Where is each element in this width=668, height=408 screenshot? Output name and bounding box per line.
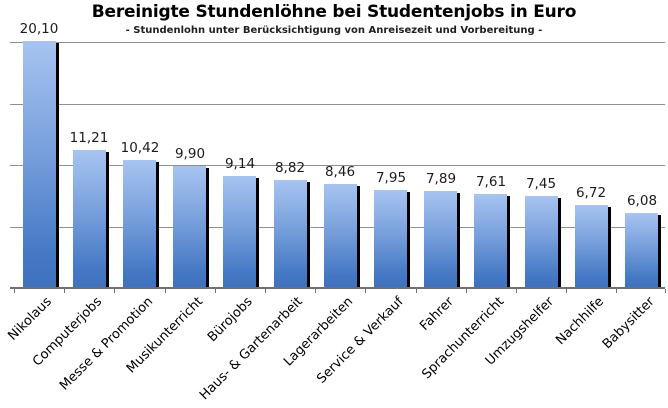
axis-tick: [114, 289, 115, 293]
category-label-text: Nachhilfe: [553, 294, 607, 349]
x-axis-line: [10, 287, 665, 289]
axis-tick: [665, 289, 666, 293]
value-label: 8,82: [274, 160, 306, 176]
value-label: 7,61: [475, 174, 507, 190]
bar: [424, 191, 460, 288]
bar: [274, 180, 310, 288]
category-label-text: Nikolaus: [5, 294, 55, 344]
value-label: 9,90: [174, 146, 206, 162]
value-label: 7,89: [425, 171, 457, 187]
bar: [625, 213, 661, 288]
axis-tick: [265, 289, 266, 293]
axis-tick: [215, 289, 216, 293]
axis-tick: [14, 289, 15, 293]
category-label-text: Service & Verkauf: [314, 294, 407, 387]
gridline: [10, 165, 665, 166]
axis-tick: [165, 289, 166, 293]
bar: [123, 160, 159, 288]
value-label: 11,21: [69, 130, 109, 146]
category-label-text: Bürojobs: [205, 294, 256, 346]
bar: [374, 190, 410, 288]
chart-subtitle: - Stundenlohn unter Berücksichtigung von…: [125, 25, 543, 36]
axis-tick: [516, 289, 517, 293]
value-label: 6,08: [626, 193, 658, 209]
gridline: [10, 104, 665, 105]
axis-tick: [365, 289, 366, 293]
axis-tick: [466, 289, 467, 293]
bar: [73, 150, 109, 288]
bar: [575, 205, 611, 288]
value-label: 9,14: [224, 156, 256, 172]
category-label-text: Messe & Promotion: [56, 294, 156, 394]
value-label: 20,10: [19, 21, 59, 37]
chart-title: Bereinigte Stundenlöhne bei Studentenjob…: [91, 2, 577, 22]
bar: [525, 196, 561, 288]
axis-tick: [64, 289, 65, 293]
axis-tick: [315, 289, 316, 293]
value-label: 6,72: [575, 185, 607, 201]
value-label: 7,45: [525, 176, 557, 192]
axis-tick: [416, 289, 417, 293]
bar: [324, 184, 360, 288]
axis-tick: [616, 289, 617, 293]
value-label: 7,95: [375, 170, 407, 186]
gridline: [10, 42, 665, 43]
bar: [23, 41, 59, 288]
value-label: 10,42: [120, 140, 160, 156]
bar: [223, 176, 259, 288]
bar: [474, 194, 510, 288]
bar: [173, 166, 209, 288]
value-label: 8,46: [324, 164, 356, 180]
category-label-text: Fahrer: [417, 294, 457, 334]
category-label-text: Babysitter: [600, 294, 658, 353]
axis-tick: [566, 289, 567, 293]
